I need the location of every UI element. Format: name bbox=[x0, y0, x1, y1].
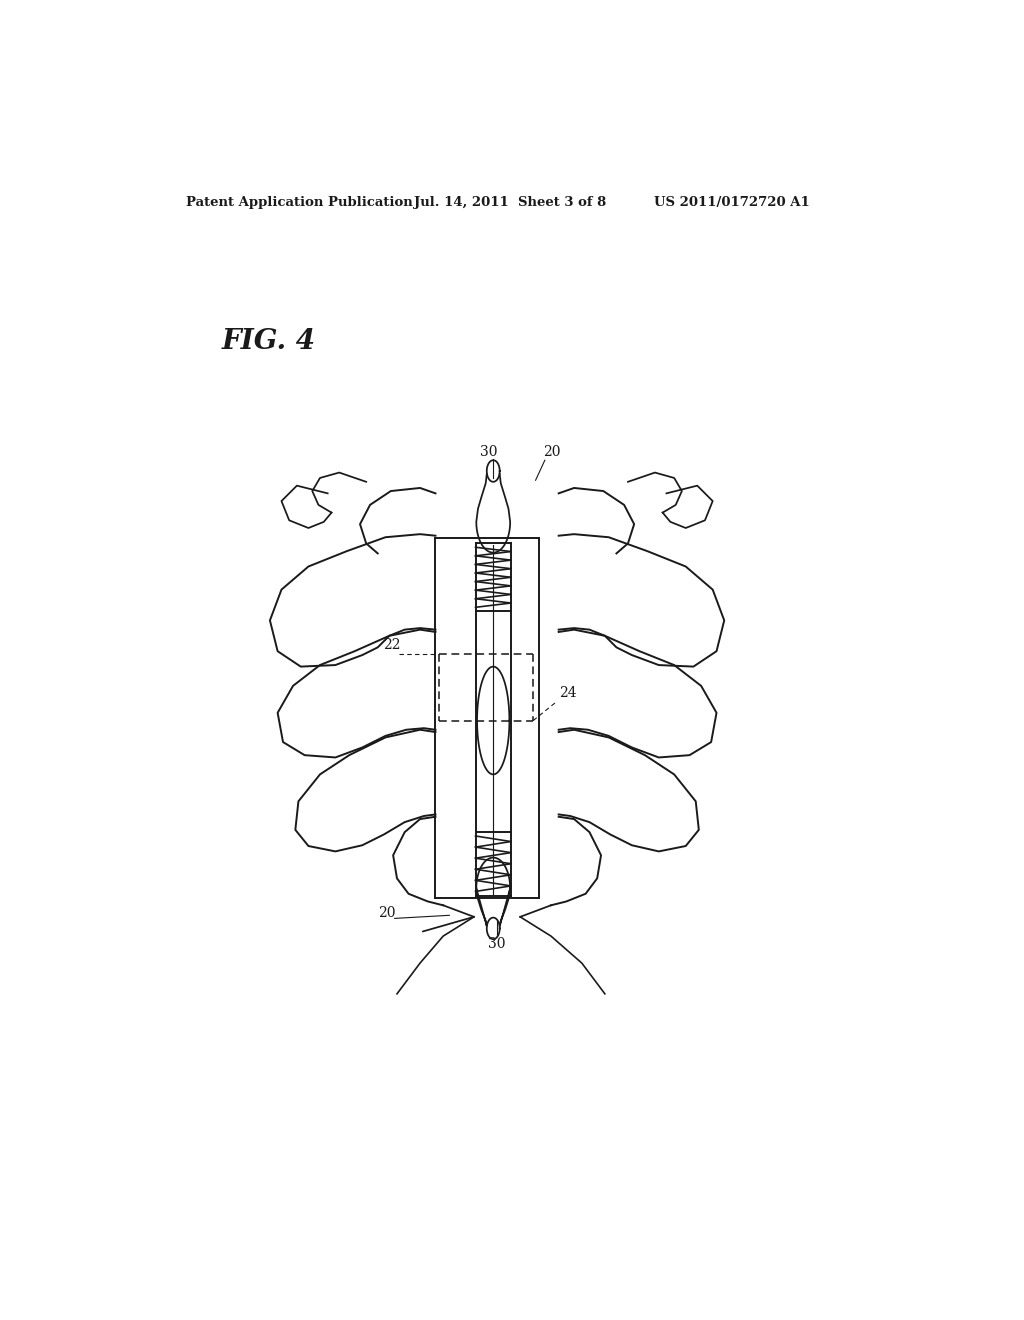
Text: 30: 30 bbox=[487, 937, 505, 950]
Text: US 2011/0172720 A1: US 2011/0172720 A1 bbox=[654, 197, 810, 209]
Text: FIG. 4: FIG. 4 bbox=[221, 329, 315, 355]
Text: 30: 30 bbox=[480, 445, 498, 459]
Text: Jul. 14, 2011  Sheet 3 of 8: Jul. 14, 2011 Sheet 3 of 8 bbox=[414, 197, 606, 209]
Text: 22: 22 bbox=[383, 638, 400, 652]
Text: 20: 20 bbox=[378, 906, 395, 920]
Text: 24: 24 bbox=[559, 686, 577, 701]
Text: Patent Application Publication: Patent Application Publication bbox=[186, 197, 413, 209]
Text: 20: 20 bbox=[544, 445, 561, 459]
